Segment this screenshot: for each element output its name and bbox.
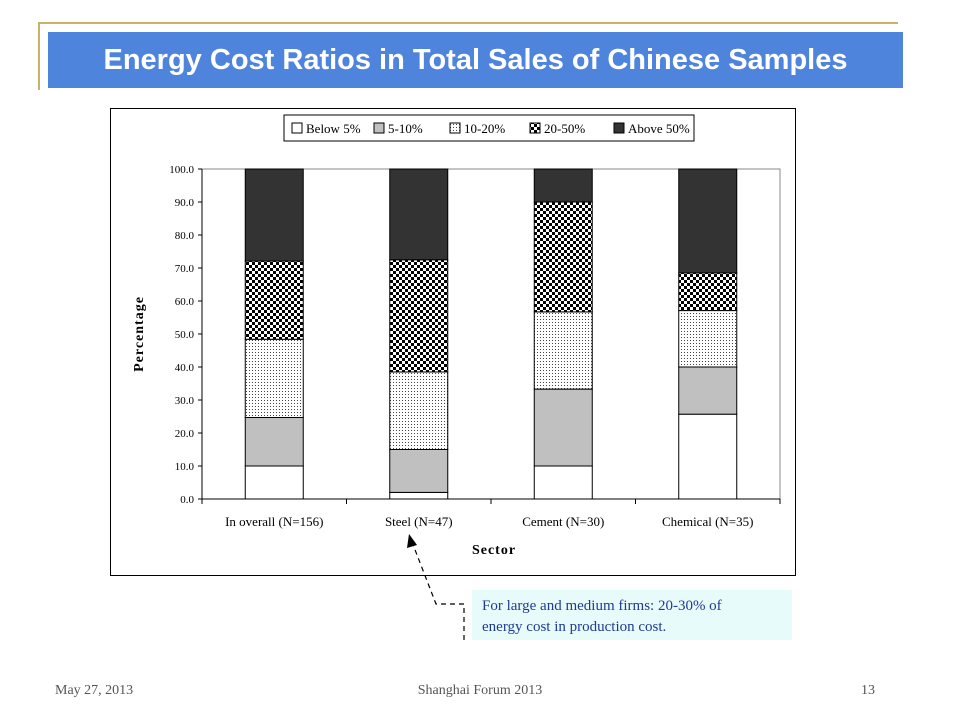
decorative-left-line (38, 22, 40, 90)
bar-segment (389, 259, 449, 373)
legend-swatch (291, 122, 303, 134)
bar-segment (389, 491, 449, 500)
footer-event: Shanghai Forum 2013 (417, 683, 543, 698)
y-tick-label: 100.0 (169, 164, 194, 176)
y-tick-label: 40.0 (175, 362, 195, 374)
legend-label: 20-50% (544, 121, 585, 136)
y-tick-label: 60.0 (175, 296, 195, 308)
bar-segment (533, 311, 593, 390)
decorative-top-line (38, 22, 898, 24)
bar-segment (389, 168, 449, 261)
footer-date: May 27, 2013 (55, 683, 134, 698)
y-tick-label: 50.0 (175, 329, 195, 341)
title-bar: Energy Cost Ratios in Total Sales of Chi… (48, 32, 903, 88)
legend-swatch (613, 122, 625, 134)
bar-segment (533, 388, 593, 467)
legend-label: Above 50% (628, 121, 690, 136)
legend-swatch (529, 122, 541, 134)
callout-arrow (407, 534, 465, 640)
legend-swatch (449, 122, 461, 134)
slide-title: Energy Cost Ratios in Total Sales of Chi… (103, 43, 848, 76)
bar-segment (678, 272, 738, 312)
y-tick-label: 70.0 (175, 263, 195, 275)
bar-segment (244, 338, 304, 418)
y-tick-label: 90.0 (175, 197, 195, 209)
y-axis-title: Percentage (132, 296, 147, 372)
callout-line-1: For large and medium firms: 20-30% of (482, 598, 722, 614)
bar-segment (533, 465, 593, 500)
bar-segment (533, 168, 593, 203)
legend-swatch (373, 122, 385, 134)
legend-label: Below 5% (306, 121, 361, 136)
bar-segment (389, 449, 449, 493)
callout-text: For large and medium firms: 20-30% of en… (482, 596, 722, 638)
callout-line-2: energy cost in production cost. (482, 619, 667, 635)
x-tick-label: In overall (N=156) (225, 514, 323, 529)
legend-box (283, 114, 695, 142)
x-tick-label: Chemical (N=35) (662, 514, 753, 529)
bar-segment (678, 366, 738, 415)
y-tick-label: 80.0 (175, 230, 195, 242)
legend-label: 5-10% (388, 121, 423, 136)
bar-segment (244, 416, 304, 467)
legend-label: 10-20% (464, 121, 505, 136)
x-axis-title: Sector (472, 543, 516, 558)
bar-segment (389, 371, 449, 451)
y-tick-label: 20.0 (175, 428, 195, 440)
bar-segment (244, 465, 304, 500)
x-tick-label: Steel (N=47) (385, 514, 453, 529)
stacked-bar-chart: 0.0 10.0 20.0 30.0 40.0 50.0 60.0 70.0 80.0 90.0 1… (132, 114, 781, 558)
bar-segment (244, 260, 304, 340)
bar-segment (678, 413, 738, 500)
bar-segment (244, 168, 304, 262)
footer-page-number: 13 (861, 683, 875, 698)
bar-segment (678, 168, 738, 274)
x-tick-label: Cement (N=30) (522, 514, 604, 529)
callout-box: For large and medium firms: 20-30% of en… (472, 590, 792, 640)
chart-frame: 0.0 10.0 20.0 30.0 40.0 50.0 60.0 70.0 80.0 90.0 1… (110, 108, 796, 576)
y-tick-label: 10.0 (175, 461, 195, 473)
y-tick-label: 0.0 (180, 494, 194, 506)
bar-segment (678, 310, 738, 368)
bar-segment (533, 201, 593, 313)
y-tick-label: 30.0 (175, 395, 195, 407)
